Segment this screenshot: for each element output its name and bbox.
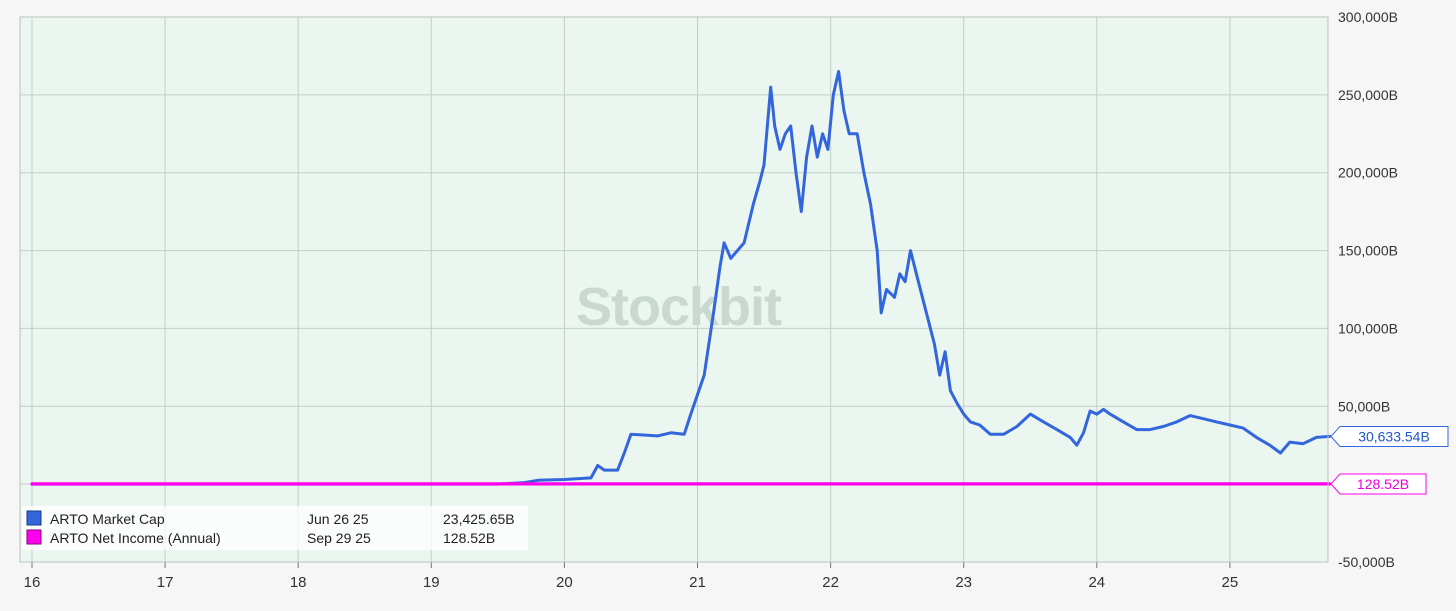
x-tick-label: 16 [24,574,41,591]
y-tick-label: 200,000B [1338,165,1398,181]
legend-date-net-income: Sep 29 25 [307,530,371,546]
axis-layer: 300,000B 250,000B 200,000B 150,000B 100,000B… [19,9,1398,591]
last-value-label-1: 128.52B [1357,476,1409,492]
y-tick-label: 300,000B [1338,9,1398,25]
legend-value-net-income: 128.52B [443,530,495,546]
last-value-badge-1 [1330,473,1427,495]
legend-name-net-income: ARTO Net Income (Annual) [50,530,221,546]
y-tick-label: 150,000B [1338,243,1398,259]
last-value-label-0: 30,633.54B [1358,428,1430,444]
y-tick-label: 100,000B [1338,320,1398,336]
series-line-0 [30,70,1332,486]
x-tick-label: 25 [1222,574,1239,591]
y-tick-label: 50,000B [1338,398,1390,414]
x-tick-label: 17 [157,574,174,591]
legend-swatch-market-cap [26,510,42,526]
legend-background [22,506,528,550]
legend-date-market-cap: Jun 26 25 [307,511,369,527]
x-tick-label: 24 [1088,574,1105,591]
series-layer [30,70,1332,486]
legend-name-market-cap: ARTO Market Cap [50,511,165,527]
legend-swatch-net-income [26,529,42,545]
y-tick-label: 250,000B [1338,87,1398,103]
x-tick-label: 21 [689,574,706,591]
x-tick-label: 20 [556,574,573,591]
x-tick-label: 23 [955,574,972,591]
x-tick-label: 18 [290,574,307,591]
badge-layer: 30,633.54B 128.52B [1330,425,1449,495]
plot-frame [19,16,1329,563]
plot-background [20,17,1328,562]
y-tick-label: -50,000B [1338,554,1395,570]
x-tick-label: 19 [423,574,440,591]
legend-value-market-cap: 23,425.65B [443,511,515,527]
x-tick-label: 22 [822,574,839,591]
last-value-badge-0 [1330,425,1449,447]
legend: ARTO Market Cap Jun 26 25 23,425.65B ART… [22,506,528,550]
watermark: Stockbit [576,277,782,337]
